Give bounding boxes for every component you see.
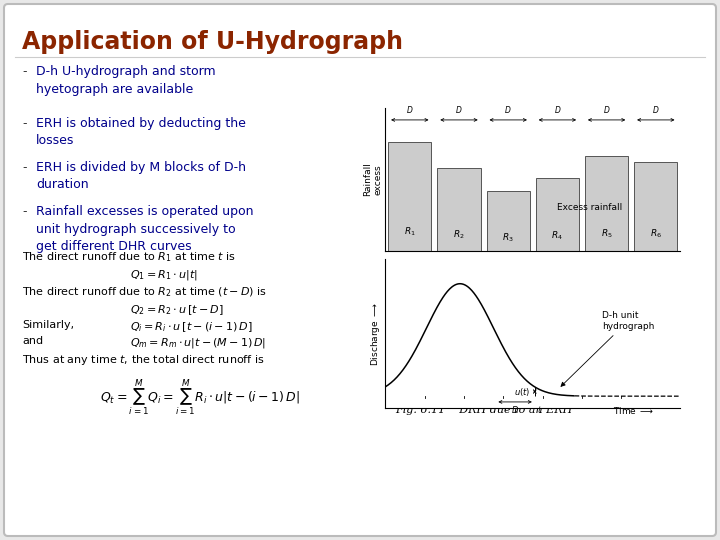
Text: Similarly,: Similarly, <box>22 320 74 330</box>
Text: $Q_t = \sum_{i=1}^{M} Q_i = \sum_{i=1}^{M} R_i \cdot u|t - (i-1)\,D|$: $Q_t = \sum_{i=1}^{M} Q_i = \sum_{i=1}^{… <box>100 378 300 419</box>
Text: Application of U-Hydrograph: Application of U-Hydrograph <box>22 30 403 54</box>
Text: $D$: $D$ <box>652 104 660 115</box>
Text: Excess rainfall: Excess rainfall <box>557 203 623 212</box>
Text: Fig. 6.11    DRH due to an ERH: Fig. 6.11 DRH due to an ERH <box>395 405 572 415</box>
Bar <box>634 161 678 251</box>
Text: The direct runoff due to $R_2$ at time $(t - D)$ is: The direct runoff due to $R_2$ at time $… <box>22 285 267 299</box>
Bar <box>585 156 629 251</box>
Text: $Q_i = R_i \cdot u\,[t - (i-1)\,D]$: $Q_i = R_i \cdot u\,[t - (i-1)\,D]$ <box>130 320 253 334</box>
Text: -: - <box>22 65 27 78</box>
Text: The direct runoff due to $R_1$ at time $t$ is: The direct runoff due to $R_1$ at time $… <box>22 250 236 264</box>
Text: $t$: $t$ <box>536 404 542 415</box>
Text: $D$: $D$ <box>554 104 561 115</box>
Bar <box>536 178 579 251</box>
Text: $Q_2 = R_2 \cdot u\,[t - D]$: $Q_2 = R_2 \cdot u\,[t - D]$ <box>130 303 224 317</box>
Text: ERH is divided by M blocks of D-h
duration: ERH is divided by M blocks of D-h durati… <box>36 161 246 192</box>
Text: $D$: $D$ <box>455 104 463 115</box>
Text: $u(t)$: $u(t)$ <box>513 386 530 397</box>
Text: $R_2$: $R_2$ <box>453 228 465 241</box>
Bar <box>487 192 530 251</box>
Text: $R_3$: $R_3$ <box>503 232 514 244</box>
Text: $R_5$: $R_5$ <box>600 227 613 240</box>
FancyBboxPatch shape <box>4 4 716 536</box>
Y-axis label: Rainfall
excess: Rainfall excess <box>363 163 382 197</box>
Text: $Q_m = R_m \cdot u|t - (M-1)\,D|$: $Q_m = R_m \cdot u|t - (M-1)\,D|$ <box>130 336 266 350</box>
Text: $Q_1 = R_1 \cdot u|t|$: $Q_1 = R_1 \cdot u|t|$ <box>130 268 198 282</box>
Text: $R_6$: $R_6$ <box>650 228 662 240</box>
Bar <box>437 167 481 251</box>
Text: $R_4$: $R_4$ <box>552 230 563 242</box>
Text: $D$: $D$ <box>505 104 512 115</box>
Text: $D$: $D$ <box>406 104 413 115</box>
Bar <box>388 142 431 251</box>
Y-axis label: Discharge $\longrightarrow$: Discharge $\longrightarrow$ <box>369 301 382 366</box>
Text: $D$: $D$ <box>511 404 519 415</box>
Text: Time $\longrightarrow$: Time $\longrightarrow$ <box>613 405 655 416</box>
Text: and: and <box>22 336 43 346</box>
Text: Rainfall excesses is operated upon
unit hydrograph successively to
get different: Rainfall excesses is operated upon unit … <box>36 205 253 253</box>
Text: -: - <box>22 205 27 218</box>
Text: D-h U-hydrograph and storm
hyetograph are available: D-h U-hydrograph and storm hyetograph ar… <box>36 65 215 96</box>
Text: $R_1$: $R_1$ <box>404 226 415 238</box>
Text: $D$: $D$ <box>603 104 611 115</box>
Text: -: - <box>22 117 27 130</box>
Text: -: - <box>22 161 27 174</box>
Text: ERH is obtained by deducting the
losses: ERH is obtained by deducting the losses <box>36 117 246 147</box>
Text: Thus at any time $t$, the total direct runoff is: Thus at any time $t$, the total direct r… <box>22 353 264 367</box>
Text: D-h unit
hydrograph: D-h unit hydrograph <box>561 312 654 386</box>
